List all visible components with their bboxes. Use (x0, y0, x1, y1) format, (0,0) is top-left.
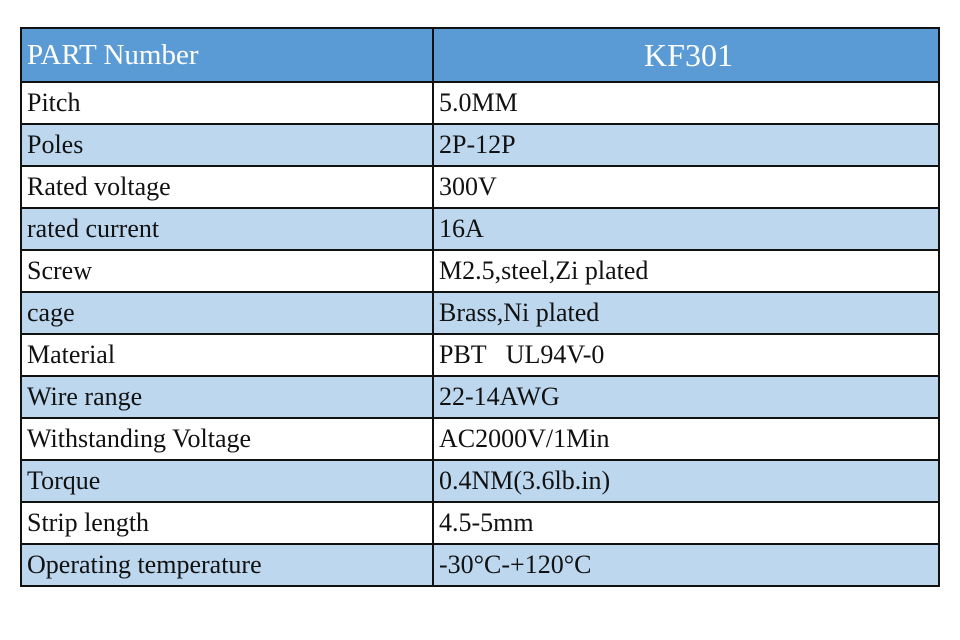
spec-name: Pitch (20, 81, 434, 125)
table-row: cage Brass,Ni plated (20, 291, 940, 335)
spec-name: Screw (20, 249, 434, 293)
spec-name: cage (20, 291, 434, 335)
header-cell: KF301 (432, 27, 940, 83)
spec-value: 16A (432, 207, 940, 251)
table-row: Wire range 22-14AWG (20, 375, 940, 419)
table-row: Operating temperature -30°C-+120°C (20, 543, 940, 587)
table-row: Poles 2P-12P (20, 123, 940, 167)
table-row: Torque 0.4NM(3.6lb.in) (20, 459, 940, 503)
spec-table: PART Number KF301 Pitch 5.0MM Poles 2P-12P R… (20, 27, 940, 587)
spec-name: Material (20, 333, 434, 377)
spec-value: 5.0MM (432, 81, 940, 125)
table-body: PART Number KF301 Pitch 5.0MM Poles 2P-12P R… (20, 27, 940, 587)
table-row: Screw M2.5,steel,Zi plated (20, 249, 940, 293)
spec-name: rated current (20, 207, 434, 251)
header-cell: PART Number (20, 27, 434, 83)
spec-value: PBT UL94V-0 (432, 333, 940, 377)
table-row: rated current 16A (20, 207, 940, 251)
spec-value: Brass,Ni plated (432, 291, 940, 335)
spec-name: Operating temperature (20, 543, 434, 587)
spec-name: Rated voltage (20, 165, 434, 209)
spec-value: AC2000V/1Min (432, 417, 940, 461)
table-row: Material PBT UL94V-0 (20, 333, 940, 377)
spec-value: 2P-12P (432, 123, 940, 167)
table-row: Pitch 5.0MM (20, 81, 940, 125)
spec-name: Torque (20, 459, 434, 503)
spec-value: M2.5,steel,Zi plated (432, 249, 940, 293)
spec-value: -30°C-+120°C (432, 543, 940, 587)
table-row: Strip length 4.5-5mm (20, 501, 940, 545)
header-row: PART Number KF301 (20, 27, 940, 83)
spec-name: Poles (20, 123, 434, 167)
spec-value: 22-14AWG (432, 375, 940, 419)
spec-name: Strip length (20, 501, 434, 545)
spec-value: 0.4NM(3.6lb.in) (432, 459, 940, 503)
spec-name: Wire range (20, 375, 434, 419)
table-row: Withstanding Voltage AC2000V/1Min (20, 417, 940, 461)
spec-value: 4.5-5mm (432, 501, 940, 545)
table-row: Rated voltage 300V (20, 165, 940, 209)
spec-name: Withstanding Voltage (20, 417, 434, 461)
spec-value: 300V (432, 165, 940, 209)
